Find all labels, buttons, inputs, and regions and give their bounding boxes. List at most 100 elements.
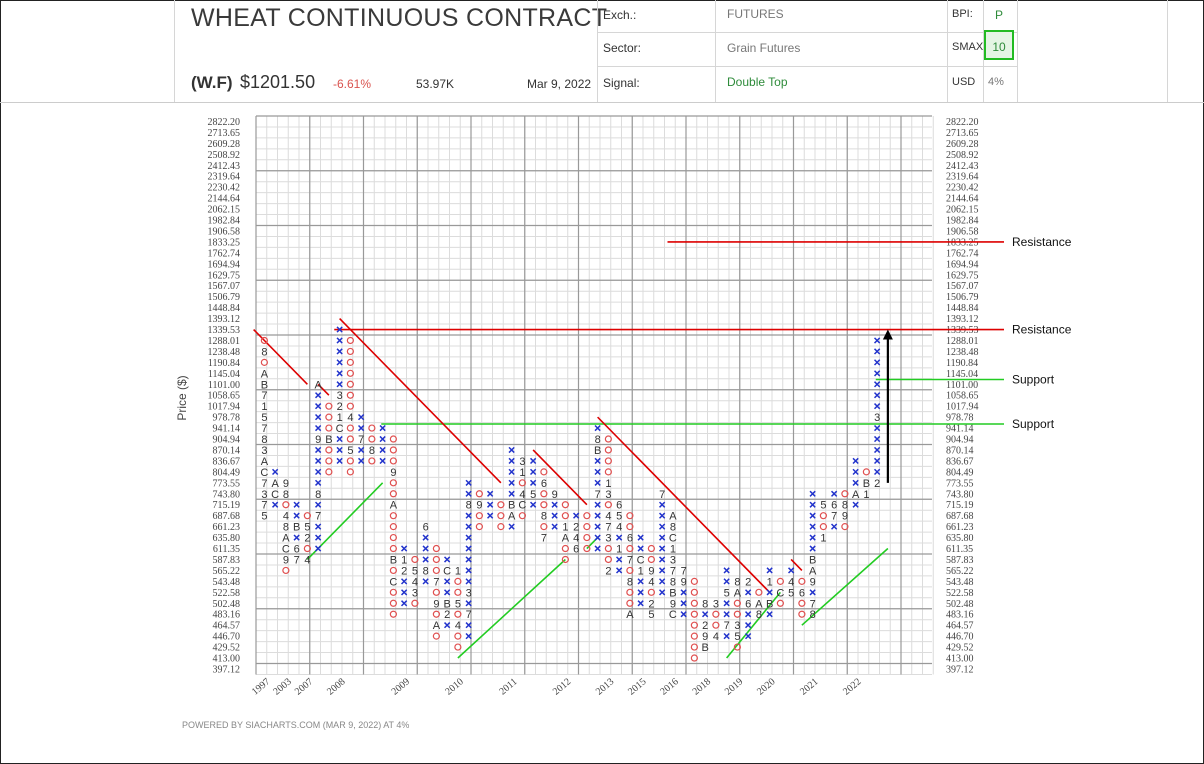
o-box [325, 402, 333, 410]
header-divider [947, 0, 948, 102]
price-tick-left: 1145.04 [208, 369, 240, 380]
month-marker: 5 [347, 445, 353, 457]
month-marker: B [261, 379, 268, 391]
x-box [508, 446, 515, 454]
price-tick-left: 543.48 [213, 577, 241, 588]
x-box [658, 534, 666, 541]
month-marker: 1 [562, 522, 568, 534]
o-box [690, 621, 698, 629]
price-tick-left: 2412.43 [208, 161, 241, 172]
o-box [561, 512, 569, 520]
o-box [518, 512, 526, 520]
bpi-value: P [995, 8, 1004, 22]
o-box [626, 566, 634, 575]
month-marker: A [508, 511, 516, 523]
x-box [852, 457, 859, 465]
o-box [325, 424, 333, 432]
support-trend-line [801, 547, 889, 626]
month-marker: 6 [541, 478, 547, 490]
x-box [314, 479, 322, 486]
x-box [701, 611, 709, 618]
x-box [314, 424, 322, 432]
month-marker: 2 [605, 565, 611, 577]
month-marker: 8 [702, 598, 708, 610]
x-box [336, 337, 343, 344]
price-tick-right: 587.83 [946, 555, 974, 566]
month-marker: 9 [476, 500, 482, 512]
price-tick-left: 2230.42 [208, 183, 241, 194]
x-box [336, 457, 343, 465]
o-box [733, 643, 741, 651]
signal-label: Signal: [603, 76, 640, 90]
month-marker: C [776, 587, 784, 599]
x-box [400, 600, 408, 607]
o-box [454, 643, 462, 651]
month-marker: A [314, 379, 322, 391]
month-marker: 4 [713, 631, 719, 643]
x-box [357, 457, 365, 465]
price-tick-left: 804.49 [213, 467, 241, 478]
x-box [873, 457, 881, 465]
x-box [400, 578, 408, 585]
x-box [658, 501, 666, 508]
month-marker: 4 [347, 412, 353, 424]
price-tick-left: 773.55 [213, 478, 241, 489]
x-box [486, 490, 494, 497]
month-marker: 8 [734, 576, 740, 588]
exch-value: FUTURES [727, 7, 784, 21]
month-marker: A [390, 500, 398, 512]
month-marker: 1 [401, 554, 407, 566]
price-tick-right: 1339.53 [946, 325, 979, 336]
x-box [766, 589, 773, 596]
price-tick-right: 904.94 [946, 435, 974, 446]
o-box [604, 501, 612, 509]
month-marker: 4 [616, 522, 622, 534]
month-marker: 3 [874, 412, 880, 424]
month-marker: 5 [455, 598, 461, 610]
price-tick-left: 2508.92 [208, 150, 241, 161]
month-marker: 6 [799, 587, 805, 599]
o-box [454, 588, 462, 596]
month-marker: 2 [401, 565, 407, 577]
price-tick-left: 978.78 [213, 413, 241, 424]
x-box [809, 490, 816, 497]
x-box [637, 578, 644, 585]
price-tick-left: 687.68 [213, 511, 241, 522]
price-tick-right: 1906.58 [946, 226, 979, 237]
price-tick-right: 1190.84 [946, 358, 978, 369]
x-box [293, 534, 300, 541]
o-box [690, 643, 698, 651]
o-box [626, 512, 634, 520]
price-tick-right: 661.23 [946, 522, 974, 533]
o-box [389, 610, 397, 618]
x-box [658, 545, 666, 552]
x-box [379, 435, 386, 443]
o-box [604, 468, 612, 476]
price-tick-right: 804.49 [946, 467, 974, 478]
price-tick-right: 743.80 [946, 489, 974, 500]
x-box [658, 567, 666, 574]
o-box [346, 435, 354, 443]
x-box [766, 567, 773, 574]
price-tick-right: 1694.94 [946, 259, 979, 270]
price-tick-right: 2144.64 [946, 194, 979, 205]
o-box [561, 544, 569, 553]
month-marker: B [390, 554, 397, 566]
x-box [658, 512, 666, 519]
price-tick-left: 565.22 [213, 566, 241, 577]
o-box [497, 523, 505, 531]
header-divider [597, 66, 1017, 67]
price-tick-left: 1629.75 [208, 270, 241, 281]
o-box [411, 599, 419, 607]
o-box [583, 544, 591, 553]
support-label: Support [1012, 417, 1055, 431]
price-tick-left: 1288.01 [208, 336, 241, 347]
month-marker: 7 [294, 554, 300, 566]
o-box [841, 490, 849, 498]
x-box [744, 589, 752, 596]
price-tick-left: 611.35 [213, 544, 240, 555]
year-label: 2021 [798, 676, 820, 697]
month-marker: 2 [573, 522, 579, 534]
month-marker: 9 [810, 576, 816, 588]
month-marker: 8 [670, 576, 676, 588]
